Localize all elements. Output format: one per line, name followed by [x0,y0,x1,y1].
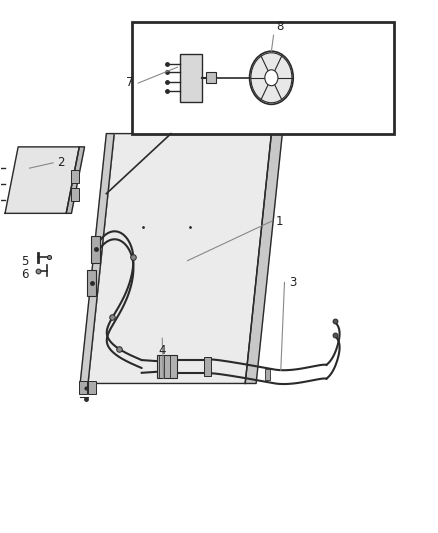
Ellipse shape [250,51,293,104]
Text: 5: 5 [21,255,28,268]
Text: 2: 2 [57,156,65,169]
Polygon shape [88,134,272,383]
Bar [88,381,96,394]
Text: 1: 1 [276,215,283,228]
Text: 8: 8 [276,20,283,33]
Bar [132,22,394,134]
Bar [71,188,79,201]
Bar [206,72,215,83]
Bar [71,169,79,182]
Text: 4: 4 [159,344,166,357]
Polygon shape [245,134,283,383]
Text: 7: 7 [126,76,134,88]
Circle shape [265,70,278,86]
Text: 3: 3 [289,276,296,289]
Text: 6: 6 [21,268,28,281]
Bar [87,270,96,296]
Bar [204,357,211,376]
Polygon shape [80,134,114,383]
Polygon shape [66,147,85,213]
Bar [91,236,100,263]
Bar [157,355,177,378]
Polygon shape [5,147,79,213]
Bar [265,369,270,379]
Bar [180,54,201,102]
Bar [79,381,87,394]
